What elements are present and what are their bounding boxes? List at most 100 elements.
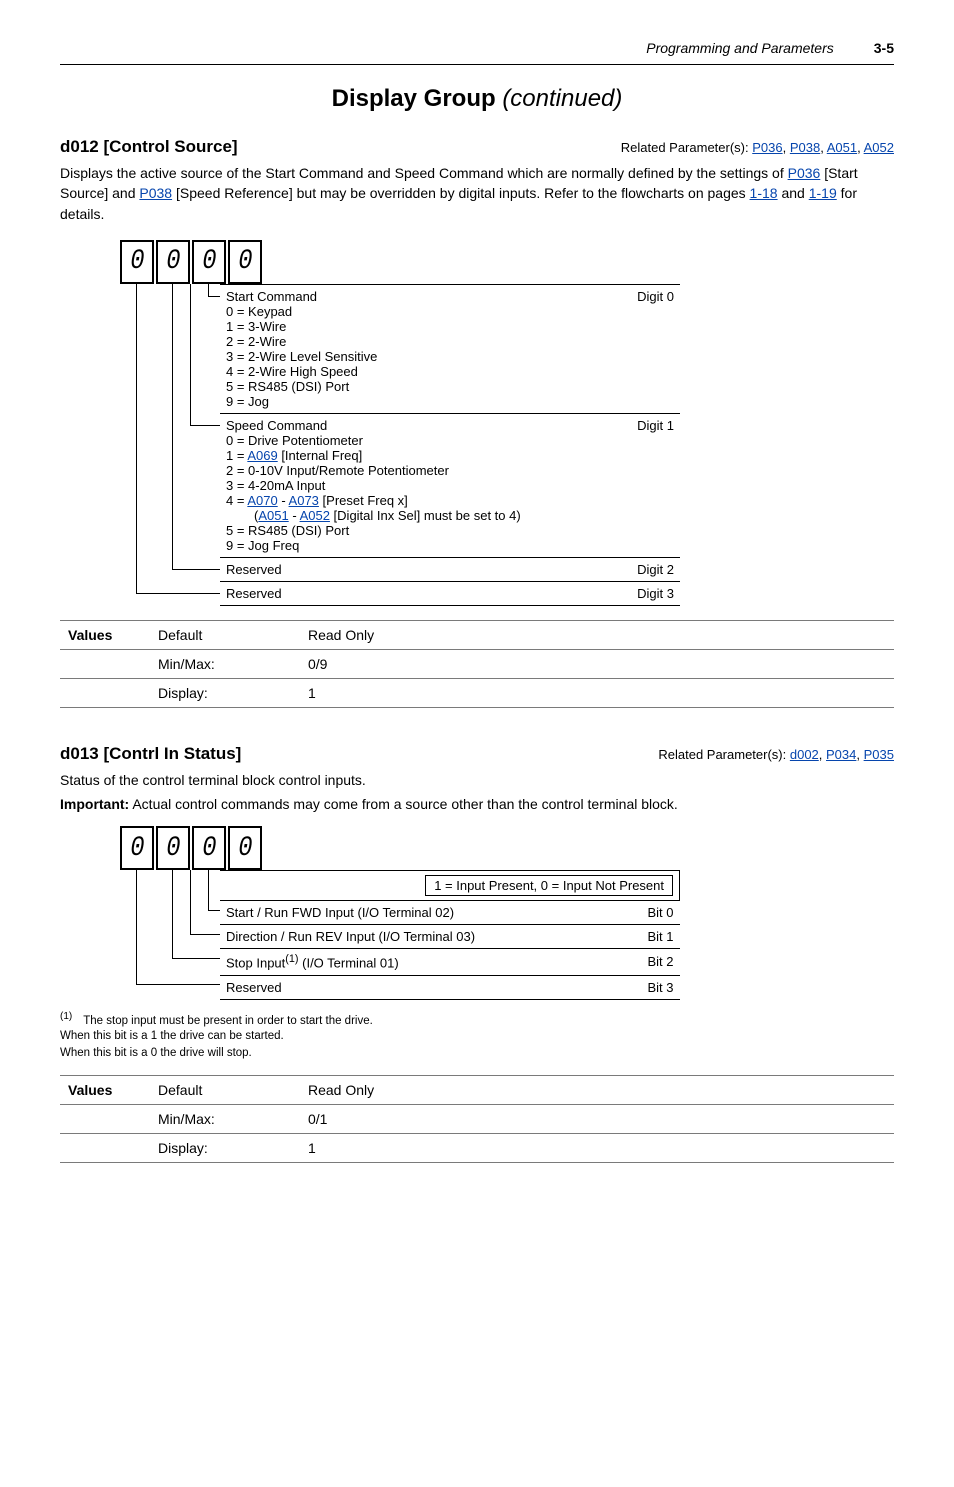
bit-desc: Direction / Run REV Input (I/O Terminal …: [220, 925, 620, 949]
related-prefix: Related Parameter(s):: [621, 140, 753, 155]
bit-desc: Stop Input(1) (I/O Terminal 01): [220, 949, 620, 975]
seg-digit: 0: [166, 246, 180, 277]
inline-link[interactable]: A069: [247, 448, 277, 463]
inline-link[interactable]: A073: [289, 493, 319, 508]
values-val: 0/1: [300, 1104, 894, 1133]
seg-digit: 0: [238, 246, 252, 277]
table-row: Start Command 0 = Keypad1 = 3-Wire2 = 2-…: [220, 284, 680, 413]
d013-body: Status of the control terminal block con…: [60, 770, 894, 790]
seg-box: 0: [156, 240, 190, 284]
digit-number: Digit 2: [610, 557, 680, 581]
values-label-blank: [60, 1104, 150, 1133]
d013-bit-block: 1 = Input Present, 0 = Input Not Present…: [120, 870, 680, 999]
d013-values-table: Values Default Read Only Min/Max: 0/1 Di…: [60, 1075, 894, 1163]
inline-link[interactable]: 1-18: [750, 185, 778, 201]
group-title: Display Group (continued): [60, 85, 894, 113]
d012-body: Displays the active source of the Start …: [60, 163, 894, 224]
seg-box: 0: [228, 240, 262, 284]
d012-seg-row: 0 0 0 0: [120, 240, 894, 284]
digit-number: Digit 1: [610, 413, 680, 557]
table-row: Direction / Run REV Input (I/O Terminal …: [220, 925, 680, 949]
values-key: Display:: [150, 1133, 300, 1162]
bit-header-text: 1 = Input Present, 0 = Input Not Present: [425, 875, 673, 896]
bit-header-row: 1 = Input Present, 0 = Input Not Present: [220, 871, 680, 901]
values-label: Values: [60, 620, 150, 649]
table-row: Stop Input(1) (I/O Terminal 01) Bit 2: [220, 949, 680, 975]
table-row: Display: 1: [60, 678, 894, 707]
table-row: Reserved Bit 3: [220, 975, 680, 999]
inline-link[interactable]: P038: [139, 185, 172, 201]
bit-desc: Start / Run FWD Input (I/O Terminal 02): [220, 901, 620, 925]
values-label-blank: [60, 678, 150, 707]
values-label-blank: [60, 649, 150, 678]
table-row: Reserved Digit 2: [220, 557, 680, 581]
page-header: Programming and Parameters 3-5: [60, 40, 894, 56]
d012-header: d012 [Control Source] Related Parameter(…: [60, 137, 894, 157]
d012-digit-block: Start Command 0 = Keypad1 = 3-Wire2 = 2-…: [120, 284, 680, 606]
seg-digit: 0: [130, 833, 144, 864]
digit-title: Reserved: [220, 557, 610, 581]
d013-header: d013 [Contrl In Status] Related Paramete…: [60, 744, 894, 764]
digit-desc: Speed Command 0 = Drive Potentiometer1 =…: [220, 413, 610, 557]
inline-link[interactable]: 1-19: [809, 185, 837, 201]
footnote-num: (1): [60, 1011, 72, 1022]
seg-digit: 0: [202, 833, 216, 864]
seg-digit: 0: [130, 246, 144, 277]
seg-digit: 0: [166, 833, 180, 864]
values-key: Display:: [150, 678, 300, 707]
param-link[interactable]: P036: [752, 140, 782, 155]
values-val: 0/9: [300, 649, 894, 678]
important-label: Important:: [60, 796, 129, 812]
digit-number: Digit 3: [610, 581, 680, 605]
values-key: Default: [150, 1075, 300, 1104]
d013-related: Related Parameter(s): d002, P034, P035: [658, 747, 894, 762]
seg-digit: 0: [202, 246, 216, 277]
bit-header: 1 = Input Present, 0 = Input Not Present: [220, 871, 680, 901]
inline-link[interactable]: A070: [247, 493, 277, 508]
inline-link[interactable]: P036: [788, 165, 821, 181]
footnote-text: The stop input must be present in order …: [60, 1014, 373, 1058]
inline-link[interactable]: A051: [258, 508, 288, 523]
table-row: Start / Run FWD Input (I/O Terminal 02) …: [220, 901, 680, 925]
values-key: Min/Max:: [150, 649, 300, 678]
d012-digit-table: Start Command 0 = Keypad1 = 3-Wire2 = 2-…: [220, 284, 680, 606]
param-link[interactable]: A051: [827, 140, 857, 155]
seg-box: 0: [192, 240, 226, 284]
digit-title: Reserved: [220, 581, 610, 605]
group-title-cont: (continued): [502, 85, 622, 112]
d013-footnote: (1) The stop input must be present in or…: [60, 1010, 894, 1061]
param-link[interactable]: P035: [864, 747, 894, 762]
table-row: Values Default Read Only: [60, 1075, 894, 1104]
param-link[interactable]: A052: [864, 140, 894, 155]
values-val: Read Only: [300, 620, 894, 649]
param-link[interactable]: P034: [826, 747, 856, 762]
table-row: Reserved Digit 3: [220, 581, 680, 605]
digit-number: Digit 0: [610, 284, 680, 413]
seg-box: 0: [192, 826, 226, 870]
seg-digit: 0: [238, 833, 252, 864]
param-link[interactable]: P038: [790, 140, 820, 155]
digit-desc: Start Command 0 = Keypad1 = 3-Wire2 = 2-…: [220, 284, 610, 413]
table-row: Values Default Read Only: [60, 620, 894, 649]
values-key: Min/Max:: [150, 1104, 300, 1133]
inline-link[interactable]: A052: [300, 508, 330, 523]
digit-title: Speed Command: [226, 418, 327, 433]
param-link[interactable]: d002: [790, 747, 819, 762]
important-text: Actual control commands may come from a …: [129, 796, 678, 812]
d013-seg-row: 0 0 0 0: [120, 826, 894, 870]
d013-label: d013 [Contrl In Status]: [60, 744, 241, 764]
values-val: Read Only: [300, 1075, 894, 1104]
values-val: 1: [300, 678, 894, 707]
d013-important: Important: Actual control commands may c…: [60, 796, 894, 812]
table-row: Speed Command 0 = Drive Potentiometer1 =…: [220, 413, 680, 557]
section-title: Programming and Parameters: [646, 40, 834, 56]
bit-num: Bit 3: [620, 975, 680, 999]
values-label: Values: [60, 1075, 150, 1104]
related-prefix: Related Parameter(s):: [658, 747, 790, 762]
table-row: Min/Max: 0/9: [60, 649, 894, 678]
seg-box: 0: [120, 240, 154, 284]
values-label-blank: [60, 1133, 150, 1162]
group-title-text: Display Group: [332, 85, 496, 112]
bit-num: Bit 0: [620, 901, 680, 925]
bit-num: Bit 1: [620, 925, 680, 949]
